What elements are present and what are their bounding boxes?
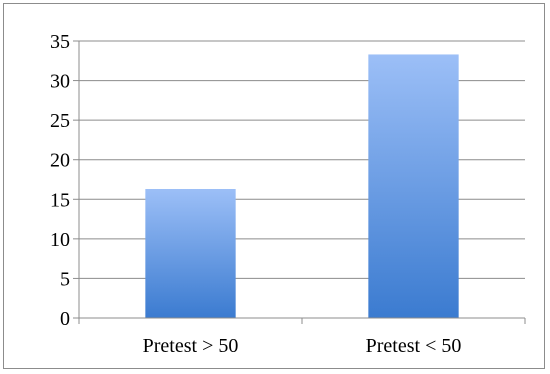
- axes: [73, 40, 526, 324]
- bar-chart: 0 5 10 15 20 25 30 35 Pretest > 50 Pretest < 50: [50, 31, 526, 357]
- x-category-label: Pretest > 50: [143, 335, 239, 357]
- bar-1: [145, 188, 236, 318]
- bar-2: [368, 54, 459, 318]
- x-category-label: Pretest < 50: [366, 335, 462, 357]
- y-tick-label: 20: [50, 150, 70, 172]
- y-tick-label: 35: [50, 31, 70, 53]
- chart-frame: 0 5 10 15 20 25 30 35 Pretest > 50 Pretest < 50: [3, 3, 545, 369]
- labels: 0 5 10 15 20 25 30 35 Pretest > 50 Pretest < 50: [50, 31, 461, 357]
- y-tick-label: 10: [50, 229, 70, 251]
- y-tick-label: 25: [50, 110, 70, 132]
- y-tick-label: 5: [60, 268, 70, 290]
- y-tick-label: 30: [50, 71, 70, 93]
- y-tick-label: 0: [60, 308, 70, 330]
- y-tick-label: 15: [50, 189, 70, 211]
- bars: [145, 54, 459, 318]
